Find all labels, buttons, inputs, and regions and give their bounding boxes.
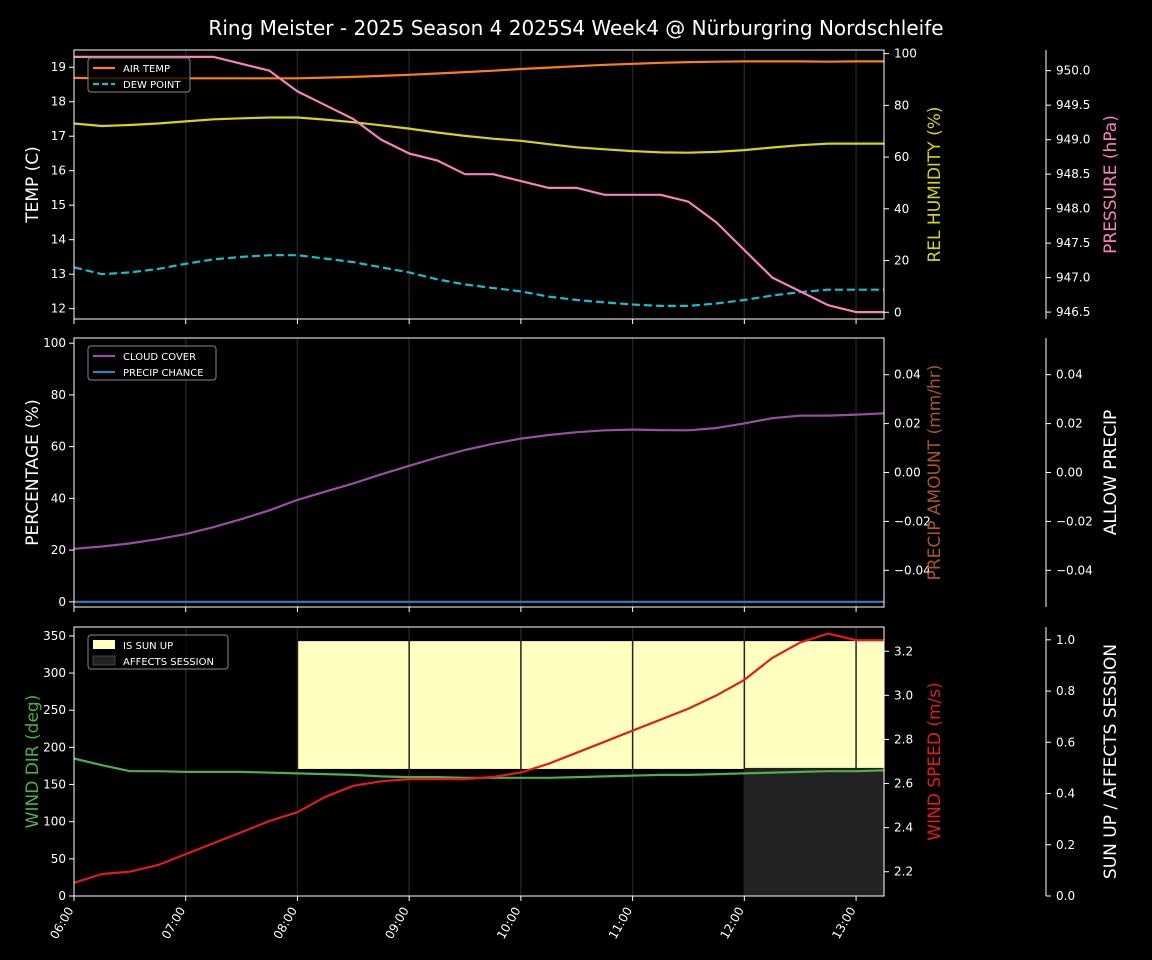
y-tick-label: 150 xyxy=(43,778,66,792)
right-y-tick-label: −0.02 xyxy=(1056,514,1093,528)
y-tick-label: 100 xyxy=(43,815,66,829)
right-y-tick-label: 0 xyxy=(894,305,902,319)
legend-label: CLOUD COVER xyxy=(123,352,196,363)
legend-label: IS SUN UP xyxy=(123,641,173,652)
series-line-cloud-cover xyxy=(73,412,885,550)
right-y-tick-label: 0.02 xyxy=(894,417,921,431)
y-tick-label: 16 xyxy=(51,164,66,178)
y-tick-label: 50 xyxy=(51,852,66,866)
y-tick-label: 200 xyxy=(43,740,66,754)
y-tick-label: 15 xyxy=(51,198,66,212)
y-tick-label: 0 xyxy=(58,595,66,609)
right-y-tick-label: 0.8 xyxy=(1056,684,1075,698)
right-y-tick-label: 80 xyxy=(894,98,909,112)
right-y-tick-label: 947.5 xyxy=(1056,236,1090,250)
right-y-tick-label: 2.4 xyxy=(894,821,913,835)
series-line-dew-point xyxy=(73,254,884,307)
right-y-tick-label: 948.5 xyxy=(1056,167,1090,181)
right-y-tick-label: 0.00 xyxy=(1056,466,1083,480)
chart-title: Ring Meister - 2025 Season 4 2025S4 Week… xyxy=(208,16,943,40)
right-y-tick-label: 0.04 xyxy=(894,368,921,382)
y-axis-label: WIND DIR (deg) xyxy=(23,695,43,829)
right-y-tick-label: 40 xyxy=(894,202,909,216)
right-y-tick-label: 2.8 xyxy=(894,732,913,746)
right-y-tick-label: 0.4 xyxy=(1056,787,1075,801)
legend-swatch xyxy=(93,640,115,649)
right-y-tick-label: 20 xyxy=(894,254,909,268)
right-y-tick-label: 0.2 xyxy=(1056,838,1075,852)
right-y-tick-label: −0.04 xyxy=(894,563,931,577)
y-tick-label: 20 xyxy=(51,543,66,557)
right-axis-label: PRESSURE (hPa) xyxy=(1101,115,1121,254)
right-y-tick-label: 100 xyxy=(894,47,917,61)
y-axis-label: PERCENTAGE (%) xyxy=(23,399,43,545)
legend: CLOUD COVER PRECIP CHANCE xyxy=(87,345,217,381)
y-tick-label: 14 xyxy=(51,233,66,247)
y-tick-label: 13 xyxy=(51,267,66,281)
y-axis-label: TEMP (C) xyxy=(23,146,43,224)
plot-frame xyxy=(73,49,885,320)
y-tick-label: 250 xyxy=(43,703,66,717)
y-tick-label: 60 xyxy=(51,440,66,454)
right-y-tick-label: 3.2 xyxy=(894,644,913,658)
y-tick-label: 80 xyxy=(51,388,66,402)
right-y-tick-label: 949.5 xyxy=(1056,98,1090,112)
legend-label: DEW POINT xyxy=(123,80,181,91)
series-line-air-temp xyxy=(73,60,884,80)
right-axis-label: REL HUMIDITY (%) xyxy=(925,106,945,262)
legend-swatch xyxy=(92,655,116,666)
right-y-tick-label: 950.0 xyxy=(1056,64,1090,78)
y-tick-label: 17 xyxy=(51,129,66,143)
right-y-tick-label: −0.04 xyxy=(1056,563,1093,577)
panel-precip: 0 20 40 60 80 100 PERCENTAGE (%) −0.04 −0.02 0.00… xyxy=(23,336,1121,612)
y-tick-label: 19 xyxy=(51,60,66,74)
right-axis-label: SUN UP / AFFECTS SESSION xyxy=(1101,644,1121,879)
y-tick-label: 12 xyxy=(51,302,66,316)
right-axis-label: ALLOW PRECIP xyxy=(1101,410,1121,536)
band-affects-session xyxy=(744,767,884,896)
legend: AIR TEMP DEW POINT xyxy=(87,57,191,93)
legend-label: AFFECTS SESSION xyxy=(123,657,214,668)
panel-weather: 12 13 14 15 16 17 18 19 TEMP (C) 0 20 40 60 80 100 REL … xyxy=(23,47,1121,324)
panel-wind: 0 50 100 150 200 250 300 350 WIND DIR (deg) 2.2 2.… xyxy=(23,626,1121,941)
plot-frame xyxy=(73,626,885,897)
y-tick-label: 300 xyxy=(43,666,66,680)
right-y-tick-label: 949.0 xyxy=(1056,133,1090,147)
legend-label: AIR TEMP xyxy=(123,64,170,75)
y-tick-label: 18 xyxy=(51,95,66,109)
y-tick-label: 40 xyxy=(51,491,66,505)
right-y-tick-label: −0.02 xyxy=(894,514,931,528)
right-y-tick-label: 2.6 xyxy=(894,777,913,791)
y-tick-label: 100 xyxy=(43,336,66,350)
legend-box xyxy=(87,634,229,670)
right-axis-label: PRECIP AMOUNT (mm/hr) xyxy=(925,365,945,581)
right-y-tick-label: 0.0 xyxy=(1056,889,1075,903)
series-line-wind-speed xyxy=(73,632,884,884)
legend-box xyxy=(87,345,217,381)
legend: IS SUN UP AFFECTS SESSION xyxy=(87,634,229,670)
right-y-tick-label: 0.6 xyxy=(1056,735,1075,749)
band-is-sun-up xyxy=(297,641,885,769)
right-y-tick-label: 0.02 xyxy=(1056,417,1083,431)
right-y-tick-label: 3.0 xyxy=(894,688,913,702)
right-y-tick-label: 948.0 xyxy=(1056,202,1090,216)
right-axis-label: WIND SPEED (m/s) xyxy=(925,682,945,840)
y-tick-label: 350 xyxy=(43,629,66,643)
right-y-tick-label: 947.0 xyxy=(1056,271,1090,285)
right-y-tick-label: 0.00 xyxy=(894,466,921,480)
right-y-tick-label: 0.04 xyxy=(1056,368,1083,382)
series-line-pressure xyxy=(74,55,884,314)
series-line-humidity xyxy=(73,116,884,154)
right-y-tick-label: 60 xyxy=(894,150,909,164)
right-y-tick-label: 946.5 xyxy=(1056,305,1090,319)
y-tick-label: 0 xyxy=(58,889,66,903)
legend-label: PRECIP CHANCE xyxy=(123,368,204,379)
right-y-tick-label: 1.0 xyxy=(1056,633,1075,647)
right-y-tick-label: 2.2 xyxy=(894,865,913,879)
